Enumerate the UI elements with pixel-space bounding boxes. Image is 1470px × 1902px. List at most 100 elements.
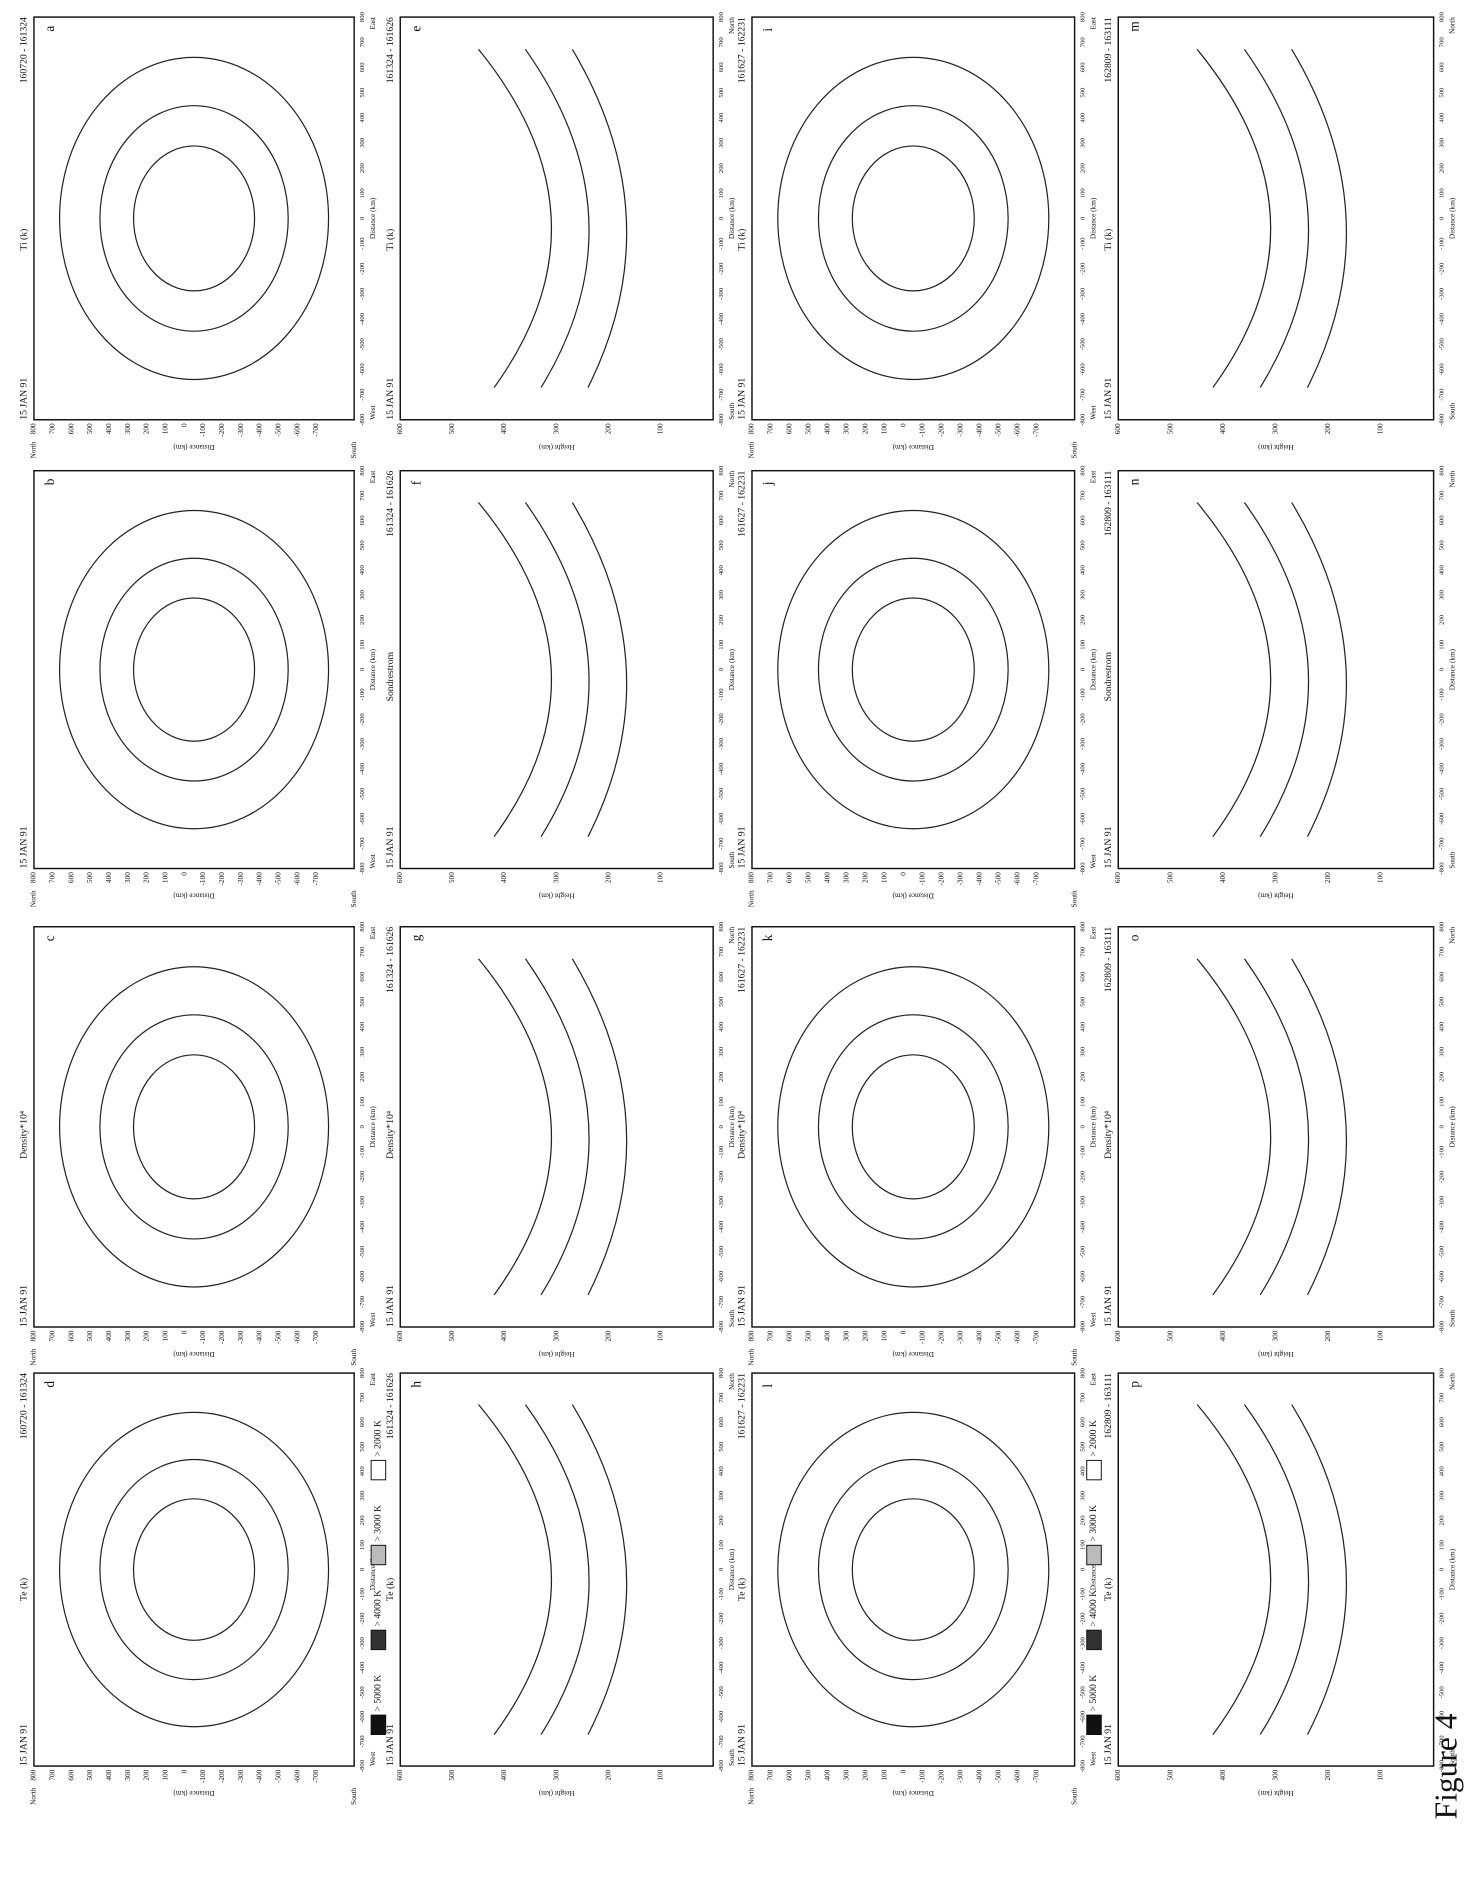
x-tick-label: 400 [1080,564,1087,575]
y-tick-label: 600 [67,1769,75,1780]
legend-label: > 3000 K [1088,1505,1099,1542]
x-tick-label: 100 [359,639,366,650]
x-tick-label: -400 [1439,1661,1446,1674]
y-tick-label: 600 [786,1330,794,1341]
y-axis-bottom: South [350,441,358,458]
x-tick-label: -700 [1439,1735,1446,1748]
y-tick-label: 400 [500,1330,508,1341]
x-tick-label: 400 [359,564,366,575]
x-axis-right: North [1449,926,1457,943]
x-tick-label: -300 [1439,1195,1446,1208]
legend-swatch [1086,1714,1102,1735]
legend-label: > 5000 K [373,1675,384,1712]
x-tick-label: 800 [1080,11,1087,22]
panel-time: 162809 - 163111 [1103,471,1114,537]
x-tick-label: -500 [1439,337,1446,350]
x-tick-label: -200 [1080,713,1087,726]
contour [571,502,628,837]
contour [817,557,1009,782]
x-tick-label: 0 [1439,1125,1446,1129]
x-tick-label: -700 [359,1295,366,1308]
legend-swatch [1086,1459,1102,1481]
x-tick-label: 100 [1439,188,1446,199]
y-tick-label: 300 [843,1769,851,1780]
x-tick-label: -400 [1439,762,1446,775]
x-tick-label: -700 [359,837,366,850]
panel: 15 JAN 91 Density*10⁴ 161627 - 162231 k -800… [736,921,1097,1366]
x-tick-label: 600 [1080,971,1087,982]
y-tick-label: 400 [500,872,508,883]
y-tick-label: 600 [67,423,75,434]
x-tick-label: -700 [1439,388,1446,401]
x-tick-label: 700 [718,490,725,501]
y-tick-label: 400 [105,1330,113,1341]
y-tick-label: 800 [30,872,38,883]
x-tick-label: 100 [1439,1096,1446,1107]
x-tick-label: 200 [1439,1515,1446,1526]
contour [1196,958,1272,1296]
y-axis-top: North [30,890,38,907]
y-tick-label: 300 [124,1769,132,1780]
x-tick-label: -400 [718,1220,725,1233]
legend-swatch [370,1714,387,1735]
x-tick-label: 0 [1439,667,1446,671]
x-axis-left: West [369,854,377,868]
x-tick-label: 100 [718,188,725,199]
x-tick-label: 800 [1080,465,1087,476]
y-tick-label: 0 [180,872,188,876]
x-axis-left: West [369,405,377,419]
x-tick-label: 700 [1439,37,1446,48]
y-tick-label: -500 [994,423,1002,437]
x-tick-label: -500 [718,787,725,800]
y-tick-label: 100 [880,1330,888,1341]
x-tick-label: 300 [359,1490,366,1501]
contour [132,1498,256,1641]
x-tick-label: 500 [718,87,725,98]
x-tick-label: 300 [718,589,725,600]
y-tick-label: 100 [657,872,665,883]
y-tick-label: 100 [161,423,169,434]
panel-letter: f [408,480,423,485]
y-axis-top: North [30,1788,38,1805]
panel-time: 160720 - 161324 [18,17,29,83]
x-tick-label: -600 [1080,1710,1087,1723]
legend-label: > 5000 K [1088,1675,1099,1712]
y-tick-label: -100 [918,1769,926,1783]
x-tick-label: -100 [359,1587,366,1600]
panel-letter: b [42,478,57,485]
y-tick-label: 100 [657,423,665,434]
x-tick-label: -600 [718,363,725,376]
panel-time: 162809 - 163111 [1103,17,1114,83]
y-tick-label: -200 [218,423,226,437]
panel-date: 15 JAN 91 [18,1724,29,1766]
panel-date: 15 JAN 91 [736,1724,747,1766]
x-tick-label: 600 [718,515,725,526]
x-tick-label: 400 [718,564,725,575]
panel: 15 JAN 91 Density*10⁴ c -800 -700 -600 -500 -40… [18,921,377,1366]
panel-frame [33,926,355,1328]
y-tick-label: 800 [748,1330,756,1341]
y-tick-label: 0 [180,1330,188,1334]
x-tick-label: -800 [359,862,366,875]
y-tick-label: 500 [448,1330,456,1341]
x-tick-label: 400 [1080,112,1087,123]
x-tick-label: 800 [1080,1367,1087,1378]
contour [524,502,590,838]
y-axis-label: Height (km) [538,1350,574,1358]
x-tick-label: -100 [1439,1145,1446,1158]
x-tick-label: -100 [1080,1587,1087,1600]
y-tick-label: 700 [767,1330,775,1341]
x-tick-label: 0 [718,667,725,671]
x-axis-label: Distance (km) [1090,197,1098,239]
x-tick-label: 600 [1080,515,1087,526]
x-tick-label: 400 [718,1021,725,1032]
x-tick-label: -500 [718,1686,725,1699]
x-tick-label: -600 [718,1710,725,1723]
x-tick-label: 300 [1439,1046,1446,1057]
x-tick-label: 500 [718,540,725,551]
y-tick-label: 0 [899,872,907,876]
panel-letter: h [408,1381,423,1388]
x-tick-label: -600 [718,812,725,825]
x-axis-label: Distance (km) [369,197,377,239]
y-tick-label: 300 [1272,1330,1280,1341]
